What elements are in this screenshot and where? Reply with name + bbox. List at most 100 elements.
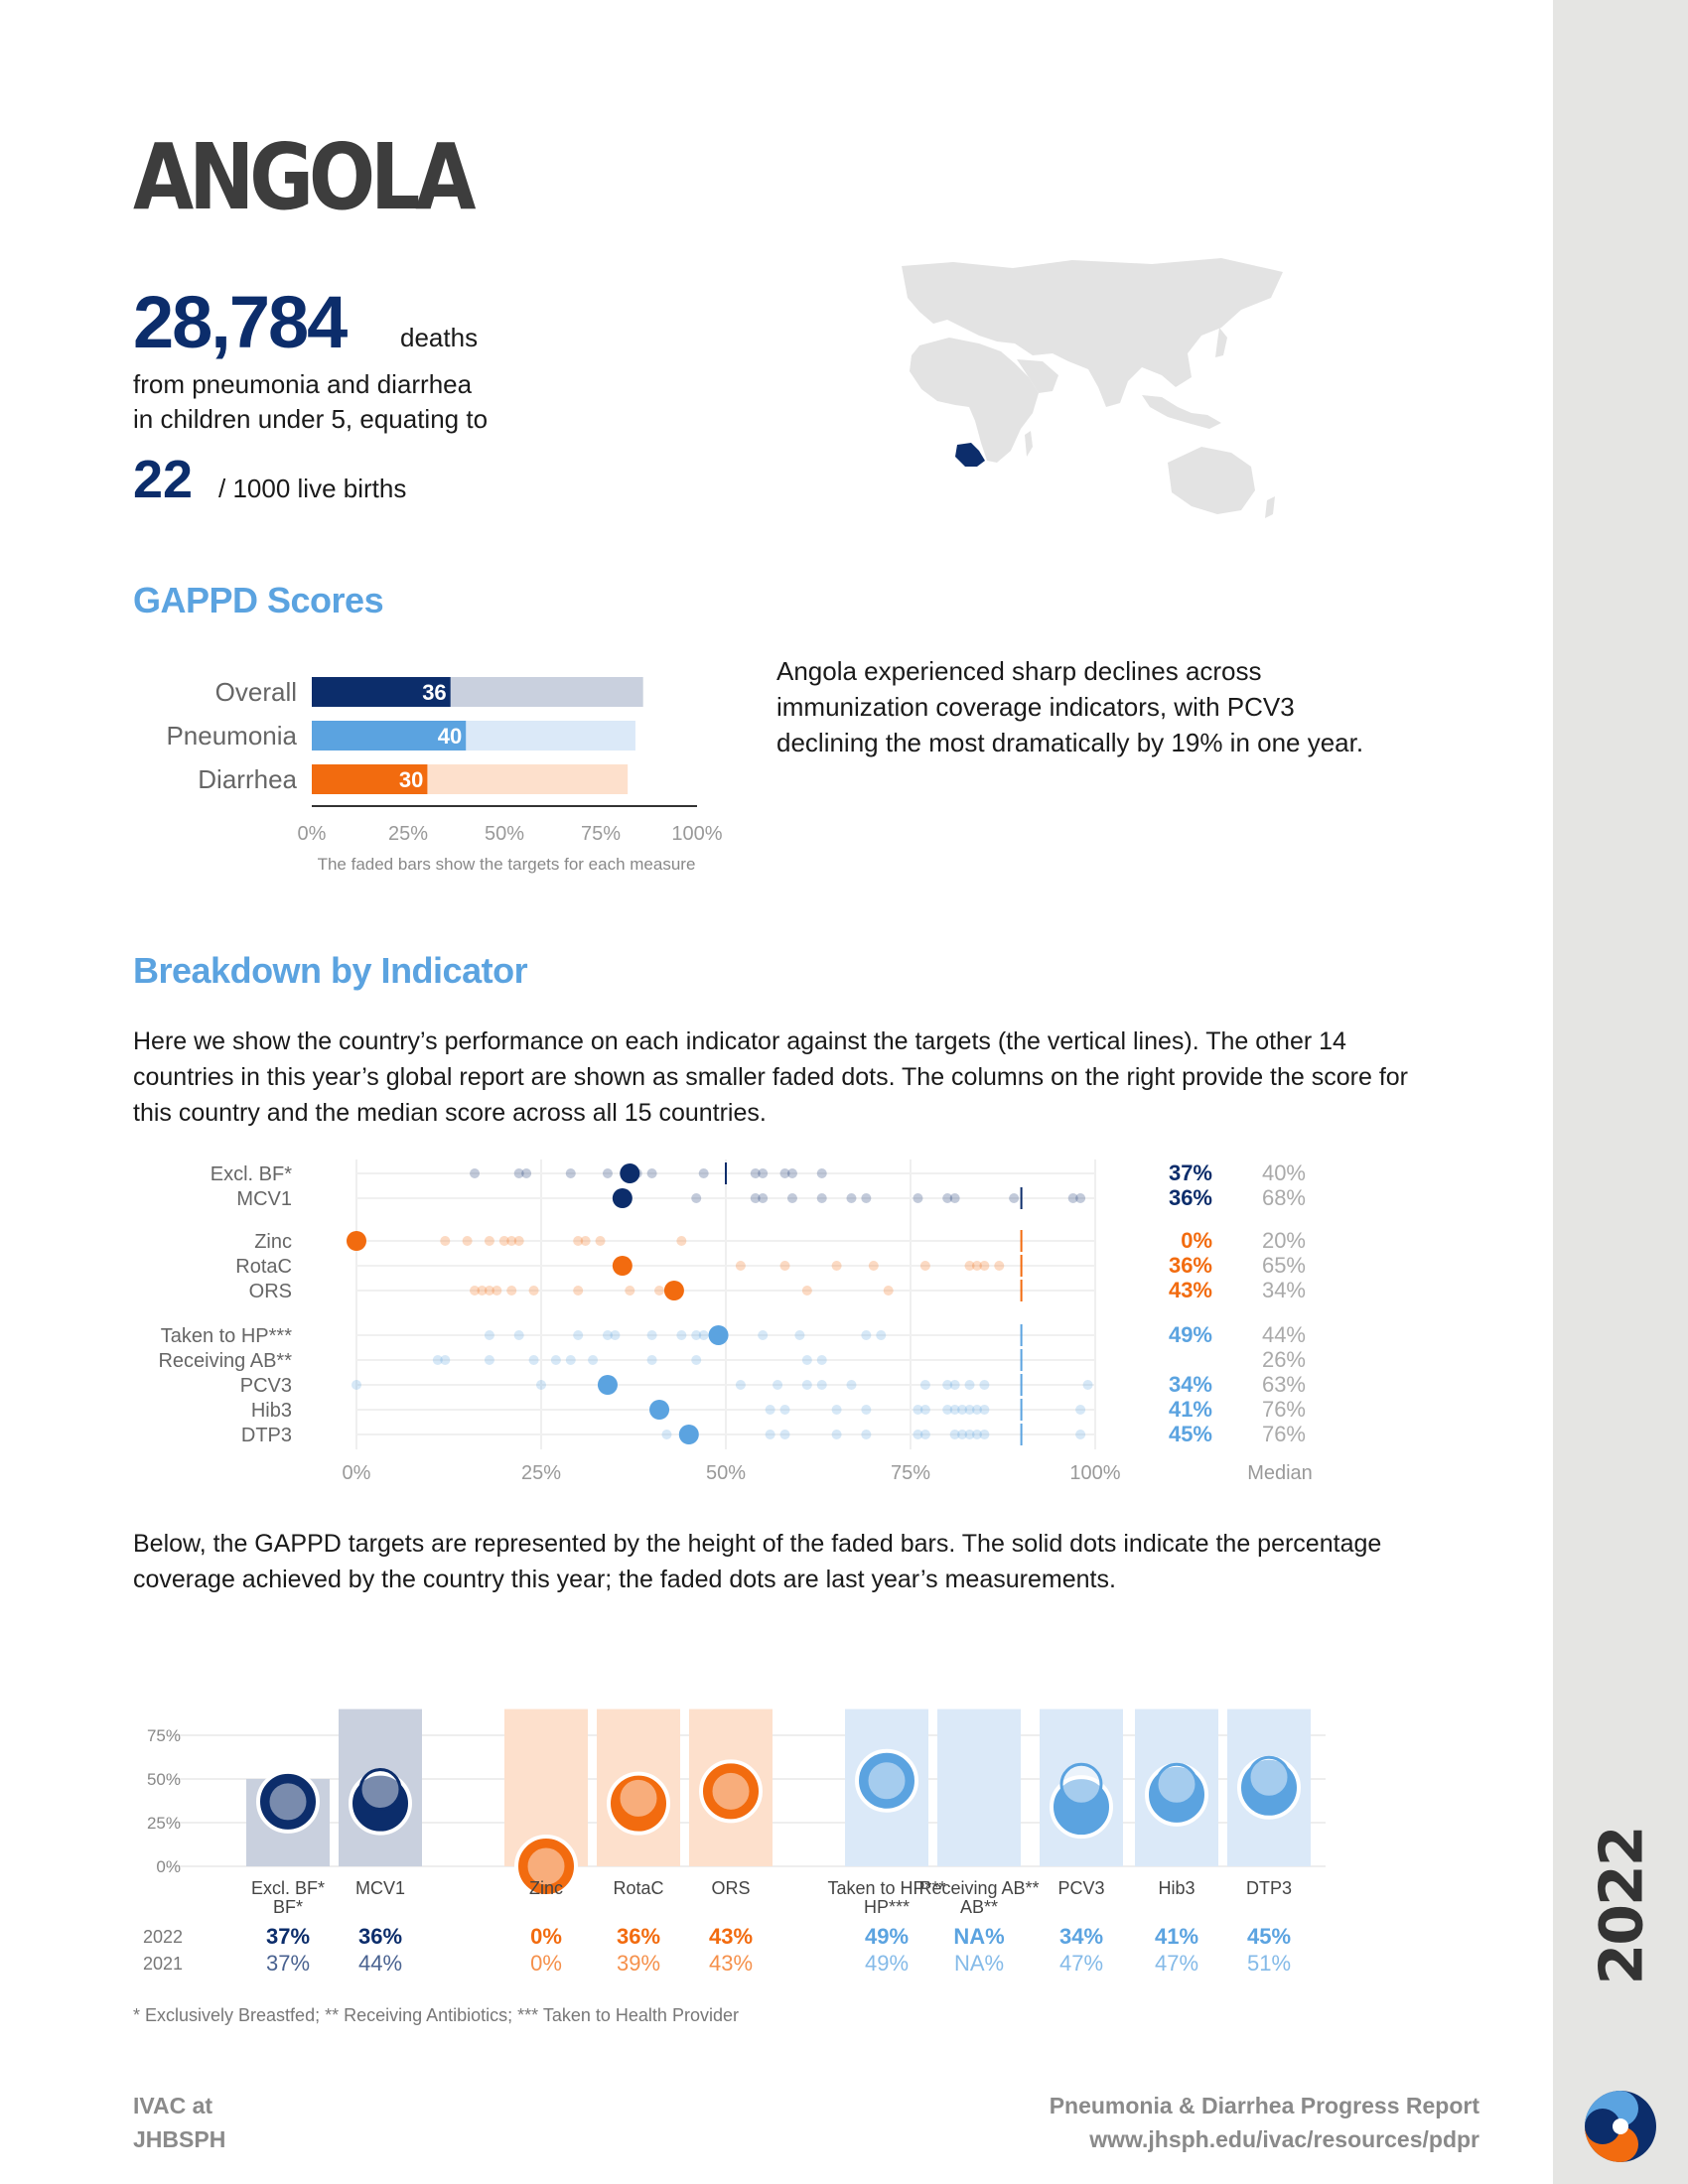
other-country-dot [773, 1380, 783, 1390]
median-score: 34% [1262, 1278, 1306, 1302]
other-country-dot [528, 1355, 539, 1365]
country-score: 43% [1169, 1278, 1212, 1302]
median-score: 65% [1262, 1253, 1306, 1278]
other-country-dot [942, 1405, 953, 1415]
other-country-dot [536, 1380, 546, 1390]
other-country-dot [816, 1193, 827, 1203]
side-band [1553, 0, 1688, 2184]
other-country-dot [573, 1236, 584, 1246]
country-score: 36% [1169, 1253, 1212, 1278]
other-country-dot [786, 1193, 797, 1203]
map-angola-highlight [955, 443, 985, 467]
other-country-dot [779, 1430, 790, 1439]
other-country-dot [831, 1261, 842, 1271]
other-country-dot [691, 1193, 702, 1203]
column-label: Excl. BF* [251, 1878, 325, 1898]
other-country-dot [949, 1430, 960, 1439]
deaths-description: from pneumonia and diarrhea in children … [133, 367, 729, 437]
other-country-dot [913, 1193, 923, 1203]
gappd-score-label: 40 [438, 724, 462, 749]
breakdown-row-label: Excl. BF* [211, 1163, 292, 1185]
gappd-score-label: 36 [422, 680, 446, 705]
other-country-dot [595, 1236, 606, 1246]
footnote: * Exclusively Breastfed; ** Receiving An… [133, 2005, 739, 2025]
column-label: Hib3 [1158, 1878, 1195, 1898]
other-country-dot [484, 1355, 494, 1365]
other-country-dot [919, 1380, 930, 1390]
other-country-dot [676, 1236, 687, 1246]
deaths-unit: deaths [400, 323, 479, 352]
value-2021: 0% [530, 1951, 562, 1976]
other-country-dot [913, 1430, 923, 1439]
value-2022: 36% [358, 1924, 402, 1949]
footer-report-url[interactable]: www.jhsph.edu/ivac/resources/pdpr [1089, 2126, 1479, 2152]
other-country-dot [816, 1168, 827, 1178]
death-rate-unit: / 1000 live births [218, 474, 407, 503]
footer-report-title: Pneumonia & Diarrhea Progress Report [1049, 2093, 1479, 2118]
bottom-y-tick: 75% [147, 1726, 181, 1745]
gappd-x-tick: 100% [671, 823, 722, 845]
other-country-dot [528, 1286, 539, 1296]
other-country-dot [565, 1355, 576, 1365]
other-country-dot [521, 1168, 532, 1178]
value-2021: 49% [865, 1951, 909, 1976]
other-country-dot [919, 1405, 930, 1415]
value-2021: 47% [1059, 1951, 1103, 1976]
other-country-dot [484, 1330, 494, 1340]
other-country-dot [883, 1286, 894, 1296]
below-text: Below, the GAPPD targets are represented… [133, 1530, 1382, 1593]
other-country-dot [861, 1430, 872, 1439]
value-2022: 0% [530, 1924, 562, 1949]
country-score: 36% [1169, 1185, 1212, 1210]
other-country-dot [477, 1286, 488, 1296]
breakdown-heading: Breakdown by Indicator [133, 950, 528, 991]
other-country-dot [580, 1236, 591, 1246]
median-score: 20% [1262, 1228, 1306, 1253]
death-rate: 22 [133, 450, 194, 509]
other-country-dot [602, 1168, 613, 1178]
value-2021: 44% [358, 1951, 402, 1976]
country-dot [347, 1231, 366, 1251]
other-country-dot [470, 1286, 481, 1296]
column-label: HP*** [864, 1897, 910, 1917]
breakdown-x-tick: 0% [343, 1462, 371, 1484]
coverage-dot-2021 [1059, 1762, 1103, 1806]
other-country-dot [661, 1430, 672, 1439]
other-country-dot [676, 1330, 687, 1340]
gappd-x-tick: 25% [388, 823, 428, 845]
other-country-dot [971, 1405, 982, 1415]
map-arabia [1017, 359, 1058, 393]
other-country-dot [979, 1380, 990, 1390]
country-title: ANGOLA [133, 124, 477, 230]
other-country-dot [758, 1193, 769, 1203]
other-country-dot [758, 1168, 769, 1178]
other-country-dot [1067, 1193, 1078, 1203]
column-label: RotaC [613, 1878, 663, 1898]
map-southeast-asia [1142, 395, 1221, 429]
other-country-dot [698, 1330, 709, 1340]
other-country-dot [913, 1405, 923, 1415]
other-country-dot [868, 1261, 879, 1271]
breakdown-row-label: Receiving AB** [158, 1350, 292, 1372]
gappd-category-label: Pneumonia [166, 721, 297, 751]
breakdown-row-label: Hib3 [251, 1400, 292, 1422]
other-country-dot [513, 1330, 524, 1340]
other-country-dot [506, 1286, 517, 1296]
value-2022: NA% [953, 1924, 1004, 1949]
other-country-dot [779, 1261, 790, 1271]
other-country-dot [861, 1193, 872, 1203]
footer-org-line-2: JHBSPH [133, 2126, 226, 2152]
country-score: 37% [1169, 1160, 1212, 1185]
other-country-dot [565, 1168, 576, 1178]
country-dot [649, 1400, 670, 1420]
country-score: 0% [1181, 1228, 1212, 1253]
other-country-dot [1075, 1405, 1086, 1415]
other-country-dot [964, 1405, 975, 1415]
other-country-dot [942, 1193, 953, 1203]
other-country-dot [957, 1430, 968, 1439]
other-country-dot [735, 1261, 746, 1271]
value-2021: NA% [954, 1951, 1004, 1976]
column-label: MCV1 [355, 1878, 405, 1898]
median-score: 63% [1262, 1372, 1306, 1397]
other-country-dot [484, 1286, 494, 1296]
